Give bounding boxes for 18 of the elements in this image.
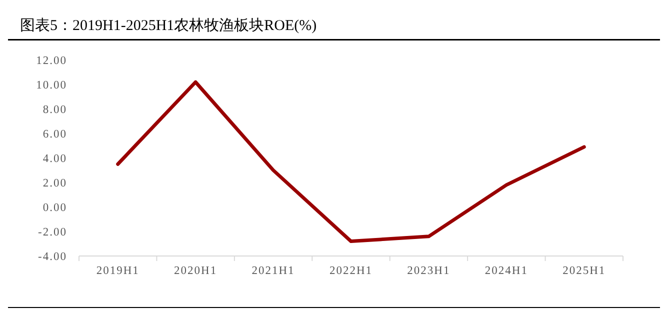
line-series xyxy=(116,80,586,244)
x-tick-label: 2020H1 xyxy=(174,265,218,277)
y-tick-label: -2.00 xyxy=(38,226,67,239)
x-tick-label: 2024H1 xyxy=(484,265,528,277)
y-tick-label: 6.00 xyxy=(42,128,67,141)
y-tick-label: 8.00 xyxy=(42,104,67,116)
y-tick-label: 2.00 xyxy=(42,178,67,190)
x-tick-label: 2025H1 xyxy=(562,265,606,277)
x-tick-label: 2021H1 xyxy=(252,265,295,277)
x-tick-label: 2019H1 xyxy=(96,265,140,277)
y-tick-label: -4.00 xyxy=(38,251,67,264)
y-tick-label: 4.00 xyxy=(42,153,67,166)
x-tick-label: 2023H1 xyxy=(407,265,450,277)
y-tick-label: 10.00 xyxy=(36,80,67,92)
y-tick-label: 0.00 xyxy=(42,202,67,214)
y-tick-label: 12.00 xyxy=(36,55,67,68)
x-tick-label: 2022H1 xyxy=(329,265,373,277)
chart-title: 图表5：2019H1-2025H1农林牧渔板块ROE(%) xyxy=(20,17,317,34)
